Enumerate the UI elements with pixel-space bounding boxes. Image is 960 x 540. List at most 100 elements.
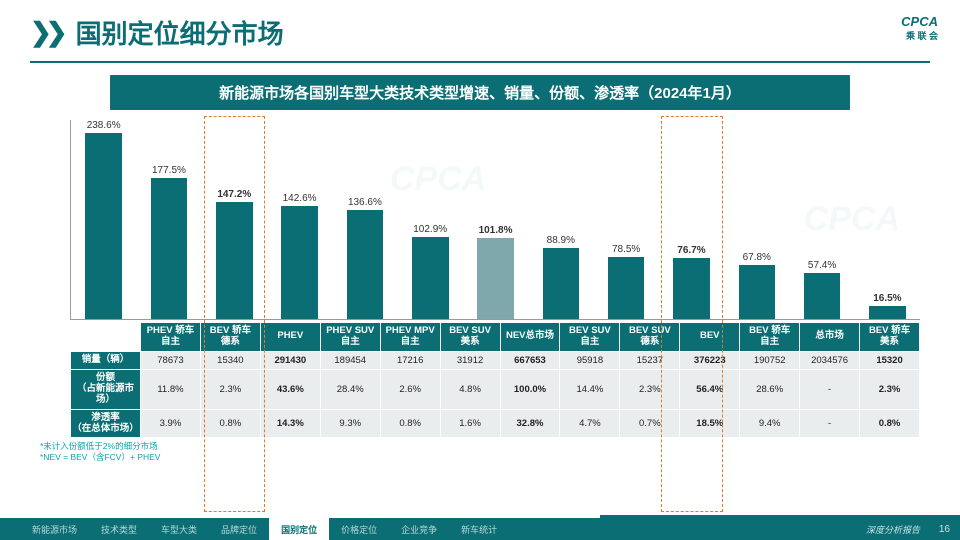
- table-cell: 18.5%: [680, 409, 740, 438]
- bar-value-label: 142.6%: [283, 193, 317, 204]
- bar: [477, 238, 514, 319]
- page-number: 16: [939, 524, 950, 535]
- bar-slot: 76.7%: [659, 120, 724, 319]
- nav-tab[interactable]: 车型大类: [149, 523, 209, 536]
- col-header: NEV总市场: [500, 323, 560, 352]
- table-cell: 0.8%: [860, 409, 920, 438]
- bar: [412, 237, 449, 319]
- table-cell: 95918: [560, 351, 620, 369]
- col-header: BEV: [680, 323, 740, 352]
- footer-nav: 新能源市场技术类型车型大类品牌定位国别定位价格定位企业竞争新车统计 深度分析报告…: [0, 518, 960, 540]
- table-cell: 15340: [200, 351, 260, 369]
- table-cell: 4.8%: [440, 369, 500, 409]
- col-header: 总市场: [800, 323, 860, 352]
- bar-value-label: 102.9%: [413, 224, 447, 235]
- col-header: BEV SUV自主: [560, 323, 620, 352]
- col-header: BEV SUV德系: [620, 323, 680, 352]
- bar-value-label: 88.9%: [547, 235, 575, 246]
- nav-tab[interactable]: 国别定位: [269, 518, 329, 540]
- data-table: PHEV 轿车自主BEV 轿车德系PHEVPHEV SUV自主PHEV MPV自…: [70, 322, 920, 438]
- bar: [543, 248, 580, 319]
- bar-value-label: 57.4%: [808, 260, 836, 271]
- bar: [216, 202, 253, 319]
- bar-slot: 147.2%: [202, 120, 267, 319]
- slide: ❯❯ 国别定位细分市场 CPCA 乘 联 会 新能源市场各国别车型大类技术类型增…: [0, 0, 960, 540]
- table-cell: 14.3%: [260, 409, 320, 438]
- bar-slot: 238.6%: [71, 120, 136, 319]
- table-cell: 189454: [320, 351, 380, 369]
- bar-slot: 177.5%: [136, 120, 201, 319]
- bar: [869, 306, 906, 319]
- table-cell: 190752: [740, 351, 800, 369]
- nav-tab[interactable]: 新车统计: [449, 523, 509, 536]
- col-header: PHEV MPV自主: [380, 323, 440, 352]
- page-title: 国别定位细分市场: [76, 14, 284, 51]
- bar-slot: 88.9%: [528, 120, 593, 319]
- table-cell: 4.7%: [560, 409, 620, 438]
- bar: [281, 206, 318, 320]
- bar-slot: 16.5%: [855, 120, 920, 319]
- table-cell: 31912: [440, 351, 500, 369]
- bar: [804, 273, 841, 319]
- nav-tab[interactable]: 技术类型: [89, 523, 149, 536]
- col-header: BEV 轿车德系: [200, 323, 260, 352]
- footnote-2: *NEV = BEV（含FCV）+ PHEV: [40, 452, 960, 463]
- cpca-logo: CPCA 乘 联 会: [901, 14, 938, 42]
- bar-slot: 136.6%: [332, 120, 397, 319]
- bar-slot: 101.8%: [463, 120, 528, 319]
- table-cell: 15320: [860, 351, 920, 369]
- nav-tab[interactable]: 品牌定位: [209, 523, 269, 536]
- table-cell: 2.3%: [200, 369, 260, 409]
- bar: [608, 257, 645, 319]
- bar-value-label: 16.5%: [873, 293, 901, 304]
- bar-value-label: 136.6%: [348, 197, 382, 208]
- table-cell: 56.4%: [680, 369, 740, 409]
- nav-tab[interactable]: 价格定位: [329, 523, 389, 536]
- bar-value-label: 101.8%: [479, 225, 513, 236]
- table-cell: 28.6%: [740, 369, 800, 409]
- table-cell: 667653: [500, 351, 560, 369]
- bar-slot: 67.8%: [724, 120, 789, 319]
- bar-slot: 57.4%: [789, 120, 854, 319]
- col-header: BEV 轿车自主: [740, 323, 800, 352]
- table-cell: 2.6%: [380, 369, 440, 409]
- table-cell: 100.0%: [500, 369, 560, 409]
- table-cell: 17216: [380, 351, 440, 369]
- footnotes: *未计入份额低于2%的细分市场 *NEV = BEV（含FCV）+ PHEV: [40, 441, 960, 462]
- nav-tab[interactable]: 新能源市场: [20, 523, 89, 536]
- table-cell: 11.8%: [141, 369, 201, 409]
- bar-value-label: 177.5%: [152, 165, 186, 176]
- bar-slot: 78.5%: [594, 120, 659, 319]
- table-cell: 0.7%: [620, 409, 680, 438]
- col-header: PHEV: [260, 323, 320, 352]
- table-cell: 15237: [620, 351, 680, 369]
- table-cell: 2.3%: [860, 369, 920, 409]
- logo-main: CPCA: [901, 14, 938, 29]
- table-cell: 78673: [141, 351, 201, 369]
- table-cell: -: [800, 369, 860, 409]
- bar-value-label: 238.6%: [87, 120, 121, 131]
- table-cell: 291430: [260, 351, 320, 369]
- bar: [739, 265, 776, 319]
- table-cell: 9.4%: [740, 409, 800, 438]
- bar: [673, 258, 710, 319]
- table-cell: 43.6%: [260, 369, 320, 409]
- nav-tab[interactable]: 企业竞争: [389, 523, 449, 536]
- table-cell: 0.8%: [200, 409, 260, 438]
- bar-slot: 102.9%: [398, 120, 463, 319]
- row-header: 渗透率（在总体市场）: [71, 409, 141, 438]
- col-header: PHEV SUV自主: [320, 323, 380, 352]
- growth-chart: 238.6% 177.5% 147.2% 142.6% 136.6% 102.9% 101.…: [70, 120, 920, 320]
- sub-banner: 新能源市场各国别车型大类技术类型增速、销量、份额、渗透率（2024年1月）: [110, 75, 850, 110]
- footnote-1: *未计入份额低于2%的细分市场: [40, 441, 960, 452]
- row-header: 份额（占新能源市场）: [71, 369, 141, 409]
- table-cell: 0.8%: [380, 409, 440, 438]
- logo-sub: 乘 联 会: [901, 29, 938, 42]
- col-header: BEV 轿车美系: [860, 323, 920, 352]
- bar-value-label: 76.7%: [677, 245, 705, 256]
- bar: [85, 133, 122, 319]
- table-cell: 32.8%: [500, 409, 560, 438]
- row-header: 销量（辆）: [71, 351, 141, 369]
- table-cell: 2.3%: [620, 369, 680, 409]
- bar-value-label: 78.5%: [612, 244, 640, 255]
